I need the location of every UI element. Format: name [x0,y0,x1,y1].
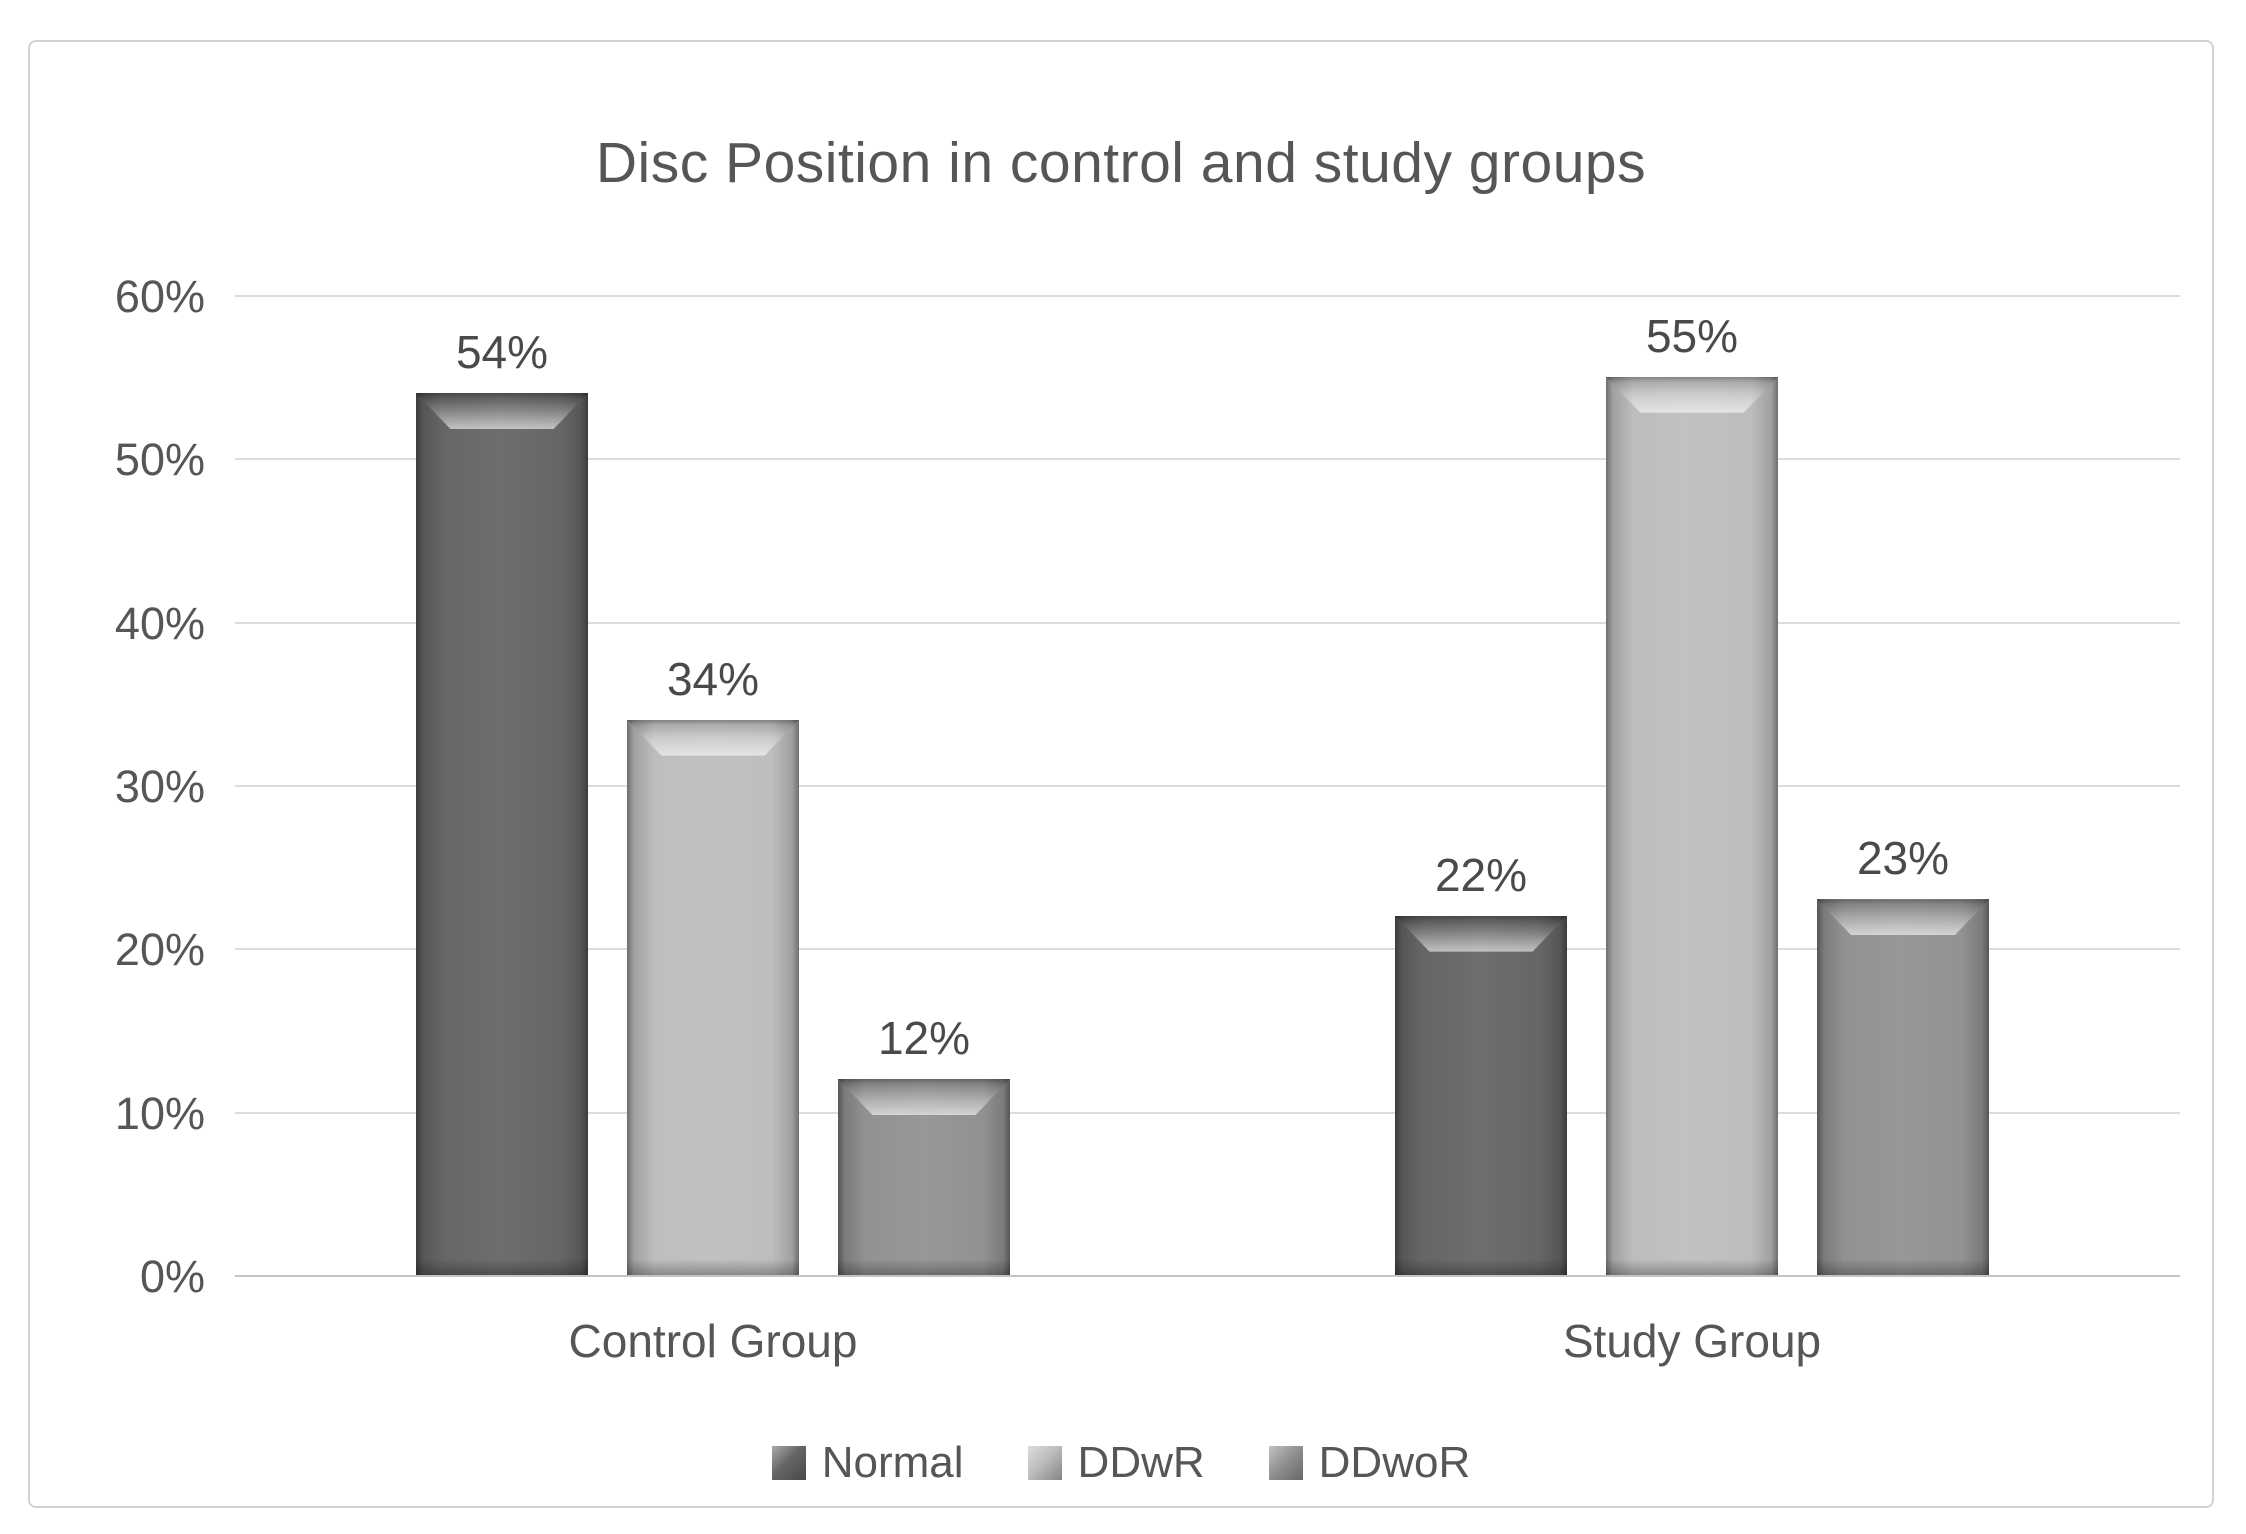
bar-normal-study-group [1395,915,1567,1276]
bar-slot-ddwr-study-group: 55% [1606,309,1778,1276]
bar-value-label-ddwr-study-group: 55% [1645,309,1739,362]
bar-value-label-normal-control-group: 54% [455,326,549,378]
gridline-40 [235,621,2180,624]
y-tick-label-0: 0% [139,1251,205,1302]
y-tick-label-10: 10% [114,1087,205,1139]
bar-slot-ddwor-study-group: 23% [1817,831,1989,1275]
bar-group-study-group: 22% 55% 23% [1395,309,1989,1276]
bar-slot-normal-control-group: 54% [416,325,588,1275]
gridline-60 [235,295,2180,297]
bar-slot-normal-study-group: 22% [1395,848,1567,1276]
legend-item-ddwor: DDwoR [1268,1438,1471,1488]
bar-slot-ddwr-control-group: 34% [627,652,799,1276]
plot-area: 54% 34% 12% 22% 55% 23% [235,295,2180,1277]
bar-group-control-group: 54% 34% 12% [416,325,1010,1276]
bar-normal-control-group [416,393,588,1275]
y-tick-label-60: 60% [114,271,205,322]
gridline-0 [235,1275,2180,1277]
legend-item-normal: Normal [771,1438,964,1488]
legend-label-normal: Normal [821,1438,964,1487]
y-tick-label-20: 20% [114,924,205,976]
x-axis-label-study-group: Study Group [1562,1315,1822,1367]
y-axis: 0% 10% 20% 30% 40% 50% 60% [80,271,205,1302]
y-tick-label-50: 50% [114,434,205,486]
legend-swatch-ddwr [1027,1446,1062,1480]
legend: Normal DDwR DDwoR [30,1438,2212,1488]
bar-value-label-normal-study-group: 22% [1434,848,1528,901]
gridline-10 [235,1111,2180,1114]
bar-value-label-ddwor-study-group: 23% [1856,832,1950,885]
bar-value-label-ddwr-control-group: 34% [666,652,760,705]
x-axis-label-control-group: Control Group [568,1315,858,1367]
legend-label-ddwr: DDwR [1077,1438,1205,1487]
bar-ddwr-control-group [627,719,799,1276]
bar-ddwr-study-group [1606,376,1778,1276]
bar-ddwor-control-group [838,1079,1010,1275]
chart-title: Disc Position in control and study group… [595,131,1647,195]
gridline-30 [235,785,2180,787]
bar-slot-ddwor-control-group: 12% [838,1011,1010,1275]
legend-swatch-normal [771,1446,806,1480]
y-tick-label-40: 40% [114,597,205,649]
gridline-20 [235,948,2180,951]
y-tick-label-30: 30% [114,761,205,812]
gridline-50 [235,458,2180,461]
legend-label-ddwor: DDwoR [1318,1438,1471,1487]
legend-swatch-ddwor [1268,1446,1303,1480]
chart-frame: Disc Position in control and study group… [28,40,2214,1508]
bar-value-label-ddwor-control-group: 12% [877,1012,971,1064]
bar-ddwor-study-group [1817,899,1989,1275]
legend-item-ddwr: DDwR [1027,1438,1205,1488]
